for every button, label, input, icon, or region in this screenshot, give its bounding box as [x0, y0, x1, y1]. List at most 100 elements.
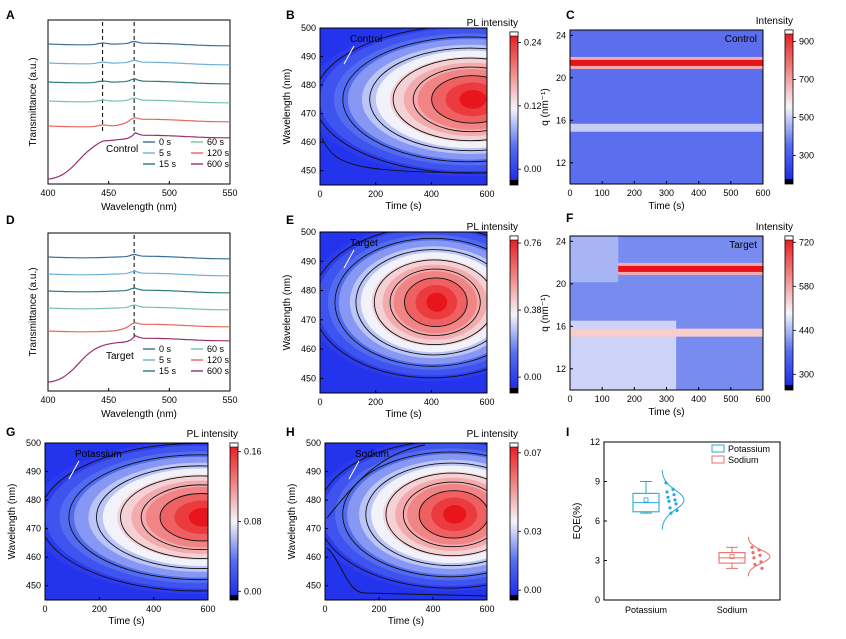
panel-c-inset-label: Control — [725, 34, 757, 45]
panel-d-legend-label: 60 s — [207, 344, 225, 354]
panel-g-contour — [140, 484, 208, 550]
panel-i-data-point — [667, 499, 671, 503]
panel-h-heatmap — [325, 443, 487, 600]
colorbar-over-h — [509, 442, 519, 448]
panel-h-contour — [365, 462, 487, 567]
panel-g-xlabel: Time (s) — [108, 616, 144, 627]
panel-i-legend-label: Potassium — [728, 444, 770, 454]
panel-g-heatmap — [45, 443, 208, 600]
colorbar-title-h: PL intensity — [467, 429, 518, 440]
panel-d-xtick-label: 500 — [162, 395, 177, 405]
panel-i-data-point — [753, 562, 757, 567]
panel-i-category-label: Potassium — [625, 605, 667, 615]
colorbar-tick-label-e: 0.00 — [524, 372, 542, 382]
colorbar-under-b — [510, 180, 518, 185]
colorbar-tick-label-f: 440 — [799, 325, 814, 335]
panel-i-data-point — [674, 502, 678, 506]
colorbar-over-c — [784, 29, 794, 35]
panel-c-heatmap — [570, 30, 763, 184]
panel-g-contour — [95, 465, 208, 569]
panel-c-xlabel: Time (s) — [648, 201, 684, 212]
colorbar-over-e — [509, 235, 519, 241]
panel-i-mean-marker — [643, 497, 649, 503]
panel-h-xtick-label: 400 — [425, 604, 440, 614]
panel-h-contour — [402, 481, 487, 548]
colorbar-title-c: Intensity — [756, 16, 793, 27]
panel-e-ytick-label: 480 — [301, 286, 316, 296]
colorbar-tick-label-g: 0.00 — [244, 586, 262, 596]
panel-f-ytick-label: 12 — [556, 364, 566, 374]
panel-letter-a: A — [6, 8, 15, 22]
panel-c-ylabel: q (nm⁻¹) — [540, 88, 551, 126]
panel-a-xtick-label: 500 — [162, 188, 177, 198]
panel-letter-f: F — [566, 211, 573, 225]
panel-c-ytick-label: 16 — [556, 115, 566, 125]
panel-a-frame — [47, 19, 231, 185]
panel-b-ytick-label: 460 — [301, 137, 316, 147]
panel-e-xlabel: Time (s) — [385, 409, 421, 420]
panel-d-xtick-label: 550 — [222, 395, 237, 405]
colorbar-tick-label-c: 500 — [799, 112, 814, 122]
colorbar-title-b: PL intensity — [467, 18, 518, 29]
panel-h-contour — [385, 472, 487, 557]
panel-c-ytick-label: 24 — [556, 30, 566, 40]
panel-e-inset-arrow — [343, 249, 355, 269]
panel-e-contour — [334, 237, 487, 367]
colorbar-e — [509, 235, 519, 394]
panel-i-ytick-label: 0 — [595, 595, 600, 605]
panel-i-legend-swatch — [711, 444, 725, 453]
panel-letter-e: E — [286, 213, 294, 227]
panel-d-legend-label: 0 s — [159, 344, 172, 354]
panel-a-series-0s — [47, 40, 230, 47]
panel-i-ytick-label: 12 — [590, 437, 600, 447]
panel-g-contour — [68, 454, 208, 581]
colorbar-tick-label-g: 0.16 — [244, 447, 262, 457]
panel-i-ytick-label: 6 — [595, 516, 600, 526]
panel-d-legend-label: 5 s — [159, 355, 172, 365]
panel-f-xtick-label: 200 — [627, 394, 642, 404]
colorbar-tick-label-f: 580 — [799, 281, 814, 291]
colorbar-tick-label-b: 0.00 — [524, 164, 542, 174]
panel-h-intensity-level — [443, 505, 467, 524]
panel-c-xtick-label: 300 — [659, 188, 674, 198]
panel-g-inset-label: Potassium — [75, 449, 122, 460]
colorbar-under-f — [785, 385, 793, 390]
panel-h-xtick-label: 200 — [371, 604, 386, 614]
panel-g-inset-arrow — [68, 460, 80, 480]
panel-d-xtick-label: 400 — [40, 395, 55, 405]
panel-b-contour — [431, 75, 487, 124]
panel-f-ytick-label: 24 — [556, 236, 566, 246]
panel-h-ytick-label: 470 — [306, 524, 321, 534]
panel-i-frame — [603, 441, 781, 601]
panel-a-series-60s — [47, 97, 230, 104]
panel-c-xtick-label: 600 — [755, 188, 770, 198]
panel-b-xtick-label: 200 — [368, 189, 383, 199]
panel-i-data-point — [752, 556, 756, 560]
colorbar-under-g — [230, 595, 238, 600]
panel-e-inset-label: Target — [350, 238, 378, 249]
panel-f: F 0 100 200 300 400 500 600 12 16 20 24 Time (s) q (n… — [540, 211, 814, 418]
panel-d-legend-label: 15 s — [159, 366, 177, 376]
panel-f-xtick-label: 300 — [659, 394, 674, 404]
colorbar-tick-label-h: 0.03 — [524, 526, 542, 536]
panel-f-diffuse-region — [570, 236, 619, 283]
panel-d-xlabel: Wavelength (nm) — [101, 409, 177, 420]
colorbar-tick-label-h: 0.00 — [524, 585, 542, 595]
panel-g-ytick-label: 490 — [26, 467, 41, 477]
colorbar-c — [784, 29, 794, 185]
panel-h-ytick-label: 490 — [306, 467, 321, 477]
panel-e-frame — [319, 231, 488, 394]
panel-a-series-5s — [47, 59, 230, 66]
panel-e-contour — [355, 249, 487, 356]
panel-g-ytick-label: 460 — [26, 552, 41, 562]
panel-e-ytick-label: 490 — [301, 256, 316, 266]
colorbar-tick-label-c: 700 — [799, 74, 814, 84]
panel-c-background — [570, 30, 763, 184]
panel-i-ytick-label: 3 — [595, 556, 600, 566]
colorbar-g — [229, 442, 239, 601]
panel-e-intensity-level — [426, 292, 448, 312]
colorbar-title-g: PL intensity — [187, 429, 238, 440]
panel-h-ytick-label: 480 — [306, 495, 321, 505]
